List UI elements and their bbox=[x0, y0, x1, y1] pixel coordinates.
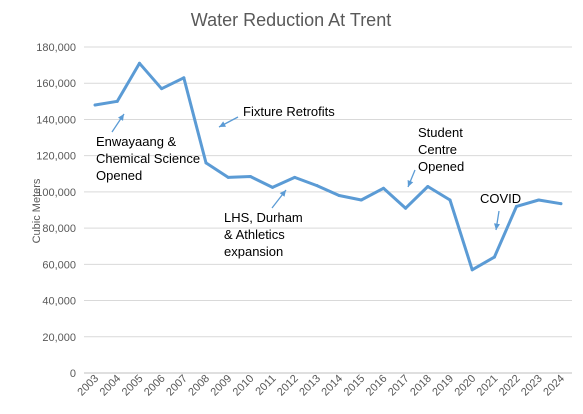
data-point bbox=[381, 186, 385, 190]
arrowhead bbox=[407, 180, 414, 187]
data-point bbox=[404, 206, 408, 210]
y-tick-label: 180,000 bbox=[36, 42, 76, 54]
data-point bbox=[160, 87, 164, 91]
data-point bbox=[515, 204, 519, 208]
data-point bbox=[337, 194, 341, 198]
data-point bbox=[226, 175, 230, 179]
arrowhead bbox=[279, 190, 286, 197]
y-tick-label: 60,000 bbox=[42, 259, 76, 271]
data-point bbox=[93, 103, 97, 107]
x-tick-label: 2004 bbox=[98, 373, 124, 399]
annotation-text: Centre bbox=[418, 142, 457, 157]
y-tick-label: 40,000 bbox=[42, 296, 76, 308]
arrowhead bbox=[219, 121, 226, 127]
x-tick-label: 2021 bbox=[475, 373, 501, 399]
annotation-text: & Athletics bbox=[224, 227, 285, 242]
annotation-text: Opened bbox=[96, 168, 142, 183]
arrowhead bbox=[118, 114, 124, 121]
data-point bbox=[293, 175, 297, 179]
series-layer bbox=[93, 61, 563, 272]
data-point bbox=[204, 161, 208, 165]
x-tick-label: 2012 bbox=[275, 373, 301, 399]
series-line bbox=[93, 61, 563, 272]
x-tick-label: 2009 bbox=[209, 373, 235, 399]
annotation-text: LHS, Durham bbox=[224, 210, 303, 225]
gridlines bbox=[84, 46, 572, 374]
y-tick-label: 0 bbox=[70, 368, 76, 380]
arrowhead bbox=[494, 223, 500, 230]
x-tick-label: 2024 bbox=[541, 373, 567, 399]
annotation-text: Enwayaang & bbox=[96, 134, 177, 149]
y-tick-label: 20,000 bbox=[42, 332, 76, 344]
data-point bbox=[137, 61, 141, 65]
x-tick-label: 2010 bbox=[231, 373, 257, 399]
y-tick-label: 160,000 bbox=[36, 78, 76, 90]
x-tick-labels: 2003200420052006200720082009201020112012… bbox=[75, 373, 567, 399]
x-tick-label: 2023 bbox=[519, 373, 545, 399]
chart-title: Water Reduction At Trent bbox=[191, 10, 391, 30]
y-axis-label: Cubic Meters bbox=[31, 178, 43, 243]
x-tick-label: 2006 bbox=[142, 373, 168, 399]
data-point bbox=[470, 268, 474, 272]
x-tick-label: 2013 bbox=[297, 373, 323, 399]
x-tick-label: 2018 bbox=[408, 373, 434, 399]
y-tick-label: 80,000 bbox=[42, 223, 76, 235]
annotations: Enwayaang & Chemical Science Opened Fixture… bbox=[96, 104, 521, 259]
x-tick-label: 2014 bbox=[319, 373, 345, 399]
annotation-text: Student bbox=[418, 125, 463, 140]
data-point bbox=[271, 185, 275, 189]
x-tick-label: 2008 bbox=[186, 373, 212, 399]
data-point bbox=[537, 198, 541, 202]
annotation-text: Opened bbox=[418, 159, 464, 174]
x-tick-label: 2015 bbox=[342, 373, 368, 399]
data-point bbox=[492, 255, 496, 259]
y-tick-label: 120,000 bbox=[36, 151, 76, 163]
data-point bbox=[115, 99, 119, 103]
annotation-text: Fixture Retrofits bbox=[243, 104, 335, 119]
y-tick-labels: 0 20,000 40,000 60,000 80,000 100,000 120,000 1… bbox=[36, 42, 76, 380]
data-point bbox=[315, 184, 319, 188]
data-point bbox=[559, 202, 563, 206]
data-point bbox=[448, 198, 452, 202]
x-tick-label: 2020 bbox=[453, 373, 479, 399]
x-tick-label: 2007 bbox=[164, 373, 190, 399]
annotation-text: Chemical Science bbox=[96, 151, 200, 166]
x-tick-label: 2011 bbox=[253, 373, 278, 398]
y-tick-label: 100,000 bbox=[36, 187, 76, 199]
x-tick-label: 2017 bbox=[386, 373, 412, 399]
y-tick-label: 140,000 bbox=[36, 114, 76, 126]
x-tick-label: 2005 bbox=[120, 373, 146, 399]
x-tick-label: 2019 bbox=[430, 373, 456, 399]
annotation-text: expansion bbox=[224, 244, 283, 259]
x-tick-label: 2022 bbox=[497, 373, 523, 399]
data-point bbox=[248, 174, 252, 178]
x-tick-label: 2003 bbox=[75, 373, 101, 399]
data-point bbox=[359, 198, 363, 202]
x-tick-label: 2016 bbox=[364, 373, 390, 399]
annotation-text: COVID bbox=[480, 191, 521, 206]
data-point bbox=[182, 76, 186, 80]
data-point bbox=[426, 184, 430, 188]
